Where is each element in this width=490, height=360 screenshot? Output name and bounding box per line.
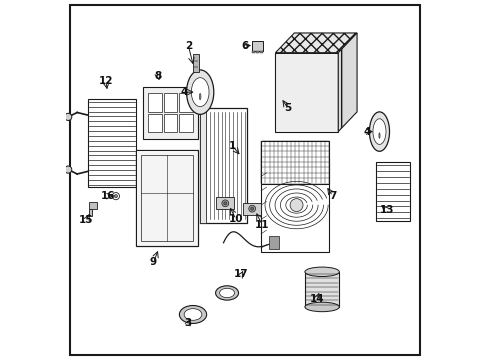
Text: 11: 11 — [255, 220, 270, 230]
Bar — [164, 93, 177, 112]
Text: 13: 13 — [379, 206, 394, 216]
Circle shape — [222, 200, 229, 207]
Bar — [179, 93, 193, 112]
Text: 9: 9 — [150, 257, 157, 267]
Bar — [200, 108, 205, 223]
Ellipse shape — [373, 119, 386, 144]
Bar — [260, 50, 263, 53]
Bar — [148, 114, 162, 132]
Circle shape — [223, 202, 227, 205]
Circle shape — [290, 199, 303, 212]
Text: 3: 3 — [185, 319, 192, 328]
Text: 1: 1 — [229, 141, 236, 151]
Ellipse shape — [179, 306, 207, 323]
Bar — [136, 149, 198, 246]
Bar — [305, 272, 339, 307]
Bar — [261, 140, 329, 184]
Bar — [269, 236, 279, 249]
Bar — [200, 108, 247, 223]
Bar — [256, 50, 259, 53]
Bar — [89, 202, 97, 209]
Polygon shape — [275, 33, 357, 53]
Bar — [194, 66, 198, 68]
Circle shape — [65, 166, 72, 173]
Ellipse shape — [369, 112, 390, 151]
Ellipse shape — [184, 309, 202, 320]
Circle shape — [250, 207, 254, 210]
Bar — [141, 155, 193, 241]
Text: 8: 8 — [154, 71, 162, 81]
Bar — [143, 87, 198, 139]
Text: 14: 14 — [309, 294, 324, 304]
Circle shape — [65, 113, 72, 121]
Circle shape — [114, 194, 118, 198]
Bar — [193, 54, 199, 72]
Ellipse shape — [305, 302, 339, 312]
Bar — [216, 198, 234, 209]
Text: 6: 6 — [242, 41, 248, 50]
Bar — [252, 50, 255, 53]
Bar — [243, 203, 261, 215]
Bar — [376, 162, 410, 221]
Text: 4: 4 — [363, 127, 370, 136]
Text: 5: 5 — [284, 103, 292, 113]
Bar — [89, 209, 92, 216]
Text: 7: 7 — [329, 191, 337, 201]
Bar — [148, 93, 162, 112]
Ellipse shape — [305, 267, 339, 276]
Bar — [277, 54, 337, 130]
Ellipse shape — [199, 94, 201, 100]
Text: 17: 17 — [234, 269, 249, 279]
Bar — [275, 53, 338, 132]
Ellipse shape — [191, 78, 209, 107]
Ellipse shape — [216, 286, 239, 300]
Text: 10: 10 — [229, 215, 243, 224]
Text: 4: 4 — [180, 87, 188, 97]
Ellipse shape — [379, 133, 380, 138]
Bar — [252, 41, 263, 50]
Bar — [179, 114, 193, 132]
Bar — [261, 158, 329, 252]
Text: 2: 2 — [185, 41, 192, 50]
Text: 16: 16 — [101, 191, 115, 201]
Text: 12: 12 — [98, 76, 113, 86]
Bar — [194, 60, 198, 62]
Ellipse shape — [220, 288, 235, 298]
Bar — [137, 151, 196, 244]
Circle shape — [112, 193, 120, 200]
Polygon shape — [338, 33, 357, 132]
Circle shape — [249, 205, 256, 212]
Text: 15: 15 — [79, 215, 94, 225]
Bar — [88, 99, 136, 187]
Ellipse shape — [187, 70, 214, 114]
Bar — [164, 114, 177, 132]
